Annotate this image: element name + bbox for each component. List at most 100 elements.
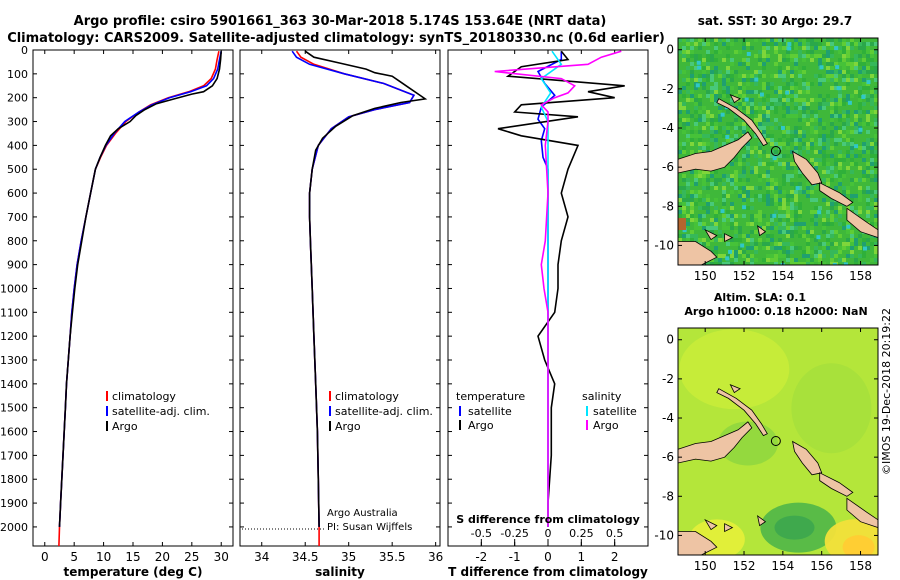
map-cell (866, 146, 870, 150)
map-cell (810, 42, 814, 46)
map-cell (870, 222, 874, 226)
map-cell (790, 230, 794, 234)
map-cell (810, 54, 814, 58)
map-cell (782, 78, 786, 82)
map-cell (734, 258, 738, 262)
map-cell (866, 110, 870, 114)
map-cell (730, 162, 734, 166)
map-cell (726, 138, 730, 142)
map-cell (850, 158, 854, 162)
map-cell (694, 238, 698, 242)
map-cell (866, 206, 870, 210)
map-cell (874, 42, 878, 46)
map-cell (682, 150, 686, 154)
map-cell (772, 156, 777, 161)
map-cell (862, 46, 866, 50)
plot-frame (239, 49, 441, 547)
map-cell (794, 198, 798, 202)
map-cell (826, 102, 830, 106)
map-cell (710, 90, 714, 94)
map-cell (694, 194, 698, 198)
map-cell (870, 138, 874, 142)
map-cell (790, 58, 794, 62)
map-cell (766, 190, 770, 194)
map-cell (862, 254, 866, 258)
map-cell (730, 214, 734, 218)
map-cell (742, 102, 746, 106)
map-cell (846, 246, 850, 250)
map-cell (826, 50, 830, 54)
s-axis-label: S difference from climatology (456, 513, 640, 526)
y-tick-label: 300 (7, 116, 28, 129)
map-cell (830, 38, 834, 42)
map-cell (850, 74, 854, 78)
map-cell (766, 138, 770, 142)
map-cell (870, 206, 874, 210)
x-tick-label: 25 (184, 550, 199, 564)
map-cell (686, 118, 690, 122)
map-cell (762, 50, 766, 54)
map-cell (806, 150, 810, 154)
map-cell (734, 70, 738, 74)
x-tick-label: 152 (733, 269, 756, 283)
map-cell (822, 106, 826, 110)
map-cell (706, 202, 710, 206)
map-cell (806, 250, 810, 254)
map-cell (766, 246, 770, 250)
map-cell (790, 70, 794, 74)
map-cell (834, 114, 838, 118)
map-cell (702, 58, 706, 62)
map-cell (838, 38, 842, 42)
map-cell (838, 206, 842, 210)
map-cell (706, 42, 710, 46)
map-cell (714, 170, 718, 174)
map-cell (742, 58, 746, 62)
map-cell (842, 46, 846, 50)
y-tick-label: -10 (654, 238, 674, 252)
map-cell (746, 206, 750, 210)
map-cell (758, 174, 762, 178)
map-cell (814, 162, 818, 166)
map-cell (742, 254, 746, 258)
map-cell (826, 170, 830, 174)
y-tick-label: 400 (7, 139, 28, 152)
map-cell (834, 46, 839, 51)
map-cell (870, 122, 874, 126)
map-cell (810, 110, 814, 114)
map-cell (754, 82, 758, 86)
map-cell (790, 258, 794, 262)
map-cell (818, 258, 822, 262)
map-cell (786, 174, 790, 178)
map-cell (850, 38, 854, 42)
map-cell (706, 226, 710, 230)
map-cell (702, 66, 706, 70)
map-cell (678, 206, 682, 210)
map-cell (702, 70, 706, 74)
map-cell (838, 222, 842, 226)
map-cell (758, 58, 762, 62)
map-cell (766, 94, 770, 98)
map-cell (794, 146, 798, 150)
map-cell (690, 38, 694, 42)
map-cell (830, 254, 834, 258)
map-cell (842, 186, 846, 190)
map-cell (870, 94, 874, 98)
map-cell (710, 222, 714, 226)
map-cell (858, 246, 862, 250)
map-cell (730, 74, 734, 78)
map-cell (718, 114, 722, 118)
map-cell (830, 222, 834, 226)
map-cell (742, 122, 746, 126)
map-cell (846, 46, 850, 50)
map-cell (862, 246, 867, 251)
map-cell (794, 138, 798, 142)
map-cell (682, 228, 687, 233)
map-cell (750, 262, 754, 265)
map-cell (782, 226, 786, 230)
map-cell (838, 154, 842, 158)
map-cell (826, 214, 830, 218)
map-cell (754, 77, 759, 82)
map-cell (738, 102, 742, 106)
map-cell (694, 54, 698, 58)
map-cell (706, 90, 710, 94)
